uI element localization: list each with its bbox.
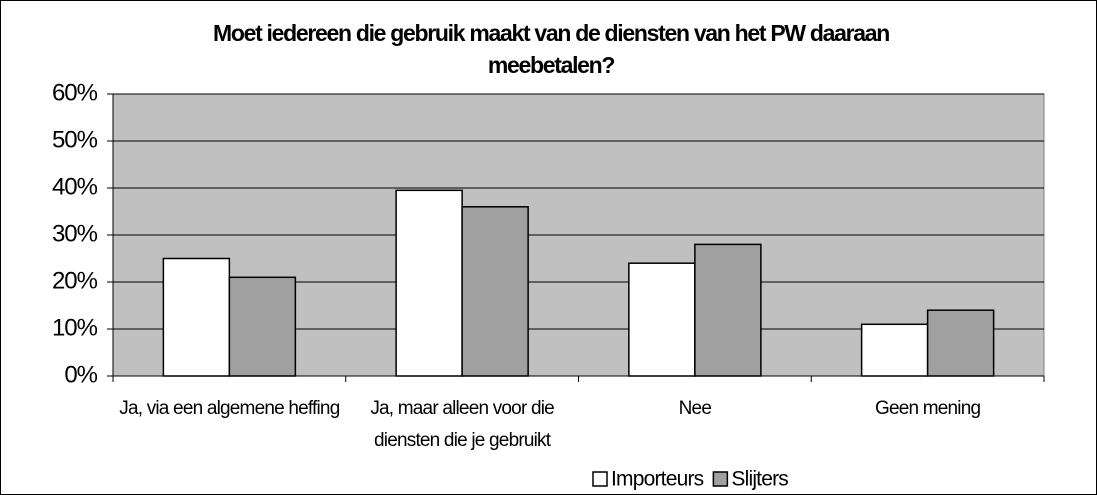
bar [926,309,995,377]
legend-swatch [712,471,729,487]
legend-swatch [592,471,608,487]
x-tick-label: Ja, maar alleen voor die diensten die je… [370,398,554,451]
bar [228,276,297,377]
y-tick-label: 0% [64,361,97,388]
y-tick-label: 50% [52,126,98,153]
chart-title: Moet iedereen die gebruik maakt van de d… [213,20,890,78]
y-tick-label: 40% [52,173,98,200]
y-tick-label: 20% [52,267,98,294]
x-tick-label: Nee [678,398,712,419]
y-tick-label: 60% [52,79,98,106]
x-tick-label: Ja, via een algemene heffing [119,398,340,419]
bar [162,257,231,377]
bar [461,206,529,377]
y-tick-label: 30% [52,220,98,247]
bar [395,189,463,377]
bar [860,323,929,377]
legend-label: Importeurs [611,468,704,491]
x-tick-label: Geen mening [874,398,981,419]
y-tick-label: 10% [52,314,98,341]
bar [628,262,696,377]
legend-label: Slijters [731,468,788,491]
bar [694,243,762,377]
